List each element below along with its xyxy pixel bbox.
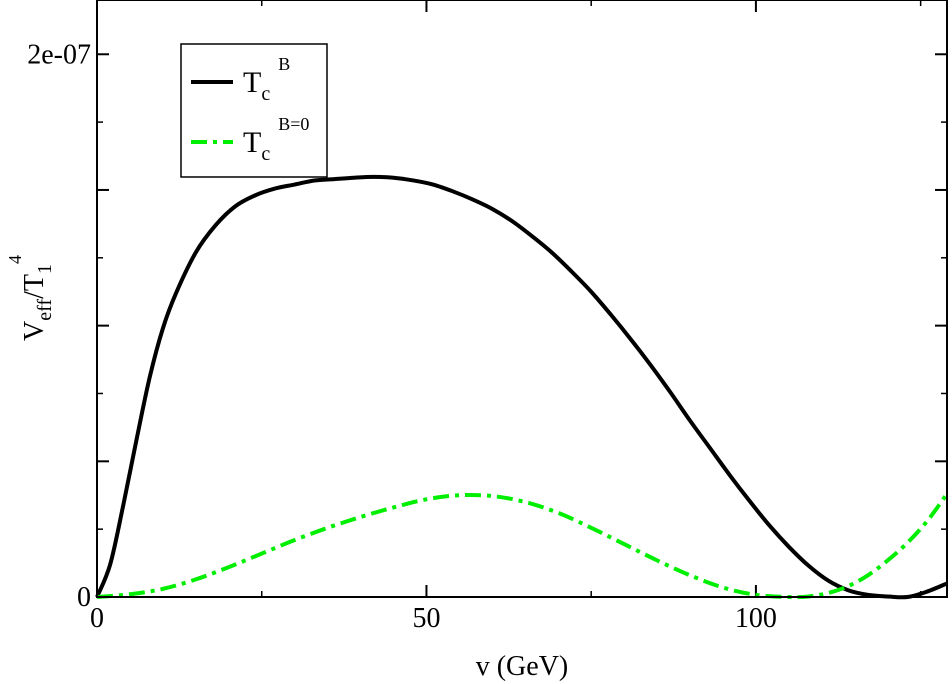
legend-label-series-1: Tc B=0 bbox=[243, 114, 309, 165]
y-tick-label-0: 0 bbox=[77, 582, 91, 613]
y-label-sup: 4 bbox=[5, 255, 25, 264]
legend-label-series-0: TcB bbox=[243, 54, 290, 105]
legend-label-series-0-sub: c bbox=[261, 83, 270, 105]
series-line-1 bbox=[96, 492, 949, 600]
series-line-0 bbox=[95, 174, 948, 600]
svg-text:Veff/T14: Veff/T14 bbox=[5, 255, 56, 341]
y-label-slash: /T bbox=[19, 274, 50, 299]
y-axis-label: Veff/T14 bbox=[5, 255, 56, 341]
series-layer bbox=[95, 174, 949, 600]
legend-label-series-1-sub: c bbox=[261, 143, 270, 165]
plot-frame bbox=[96, 0, 948, 598]
y-label-sub: eff bbox=[34, 299, 56, 321]
y-tick-label-1: 2e-07 bbox=[27, 39, 91, 70]
legend-label-series-1-base: T bbox=[243, 126, 261, 159]
x-tick-label-0: 0 bbox=[90, 603, 104, 634]
y-label-base: V bbox=[19, 321, 50, 341]
legend-label-series-0-sup: B bbox=[278, 54, 290, 74]
x-axis-label: v (GeV) bbox=[476, 651, 569, 682]
x-tick-label-1: 50 bbox=[412, 603, 440, 634]
x-tick-label-2: 100 bbox=[735, 603, 777, 634]
ticks-layer: 0 50 100 0 2e-07 bbox=[27, 0, 947, 634]
legend-label-series-0-base: T bbox=[243, 66, 261, 99]
y-label-sub2: 1 bbox=[34, 264, 56, 274]
legend-box bbox=[180, 43, 328, 178]
legend-label-series-1-sup: B=0 bbox=[278, 114, 309, 134]
legend: TcB TcB=0 bbox=[180, 43, 328, 178]
